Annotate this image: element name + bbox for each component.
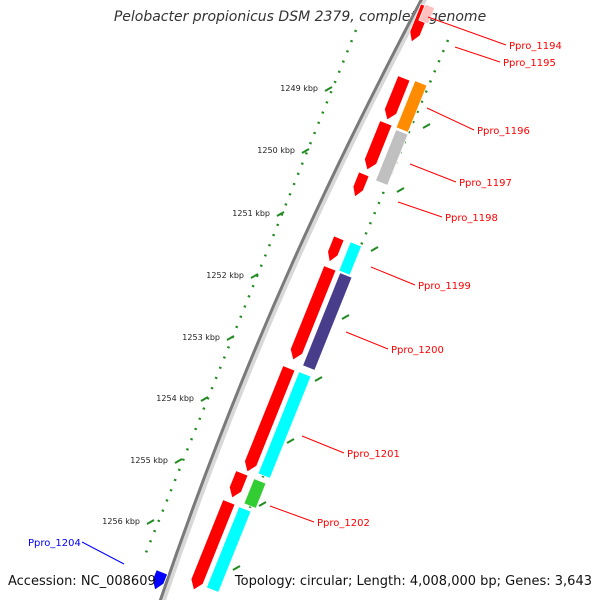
cog-ppro-1201[interactable] xyxy=(257,371,312,479)
gene-label-ppro-1198[interactable]: Ppro_1198 xyxy=(445,213,498,224)
gene-label-ppro-1200[interactable]: Ppro_1200 xyxy=(391,345,444,356)
cog-ppro-1197[interactable] xyxy=(374,129,409,186)
kbp-tick xyxy=(146,519,155,525)
gene-ppro-1204[interactable] xyxy=(152,569,169,591)
kbp-label: 1253 kbp xyxy=(182,333,220,342)
gene-label-leader xyxy=(301,435,345,454)
gene-label-leader xyxy=(426,107,475,131)
scale-tick xyxy=(314,376,323,382)
kbp-label: 1252 kbp xyxy=(206,271,244,280)
kbp-label: 1249 kbp xyxy=(280,84,318,93)
gene-label-ppro-1195[interactable]: Ppro_1195 xyxy=(503,58,556,69)
genome-backbone xyxy=(160,0,427,600)
kbp-tick xyxy=(174,458,183,464)
gene-ppro-1203[interactable] xyxy=(190,499,236,591)
gene-label-leader xyxy=(409,163,457,183)
scale-tick xyxy=(370,246,379,252)
genome-backbone-line xyxy=(158,0,423,600)
kbp-label: 1256 kbp xyxy=(102,517,140,526)
gene-label-leader xyxy=(269,505,315,523)
gene-ppro-1198[interactable] xyxy=(352,171,370,198)
gene-ppro-1201[interactable] xyxy=(244,365,296,473)
gene-ppro-1194-cog[interactable] xyxy=(418,3,436,25)
cog-ppro-1199[interactable] xyxy=(338,241,363,276)
gene-label-ppro-1202[interactable]: Ppro_1202 xyxy=(317,518,370,529)
kbp-tick xyxy=(200,396,209,402)
kbp-label: 1250 kbp xyxy=(257,146,295,155)
gene-label-ppro-1199[interactable]: Ppro_1199 xyxy=(418,281,471,292)
scale-tick xyxy=(422,123,431,129)
kbp-tick xyxy=(301,148,310,154)
scale-tick xyxy=(396,187,405,193)
gene-ppro-1197[interactable] xyxy=(363,120,393,171)
kbp-tick xyxy=(276,211,285,217)
kbp-label: 1255 kbp xyxy=(130,456,168,465)
kbp-label: 1254 kbp xyxy=(156,394,194,403)
kbp-label: 1251 kbp xyxy=(232,209,270,218)
gene-ppro-1200[interactable] xyxy=(289,265,337,361)
scale-tick xyxy=(258,501,267,507)
scale-tick xyxy=(341,314,350,320)
gene-label-leader xyxy=(427,16,507,46)
cog-ppro-1200[interactable] xyxy=(302,272,353,371)
scale-tick xyxy=(286,438,295,444)
gene-ppro-1196[interactable] xyxy=(383,75,411,121)
cog-ppro-1202[interactable] xyxy=(243,478,267,509)
cog-ppro-1196[interactable] xyxy=(395,80,428,133)
topology-label: Topology: circular; Length: 4,008,000 bp… xyxy=(234,574,592,589)
gene-label-ppro-1204[interactable]: Ppro_1204 xyxy=(28,538,81,549)
gene-label-leader xyxy=(81,541,125,565)
gene-label-ppro-1196[interactable]: Ppro_1196 xyxy=(477,126,530,137)
kbp-tick xyxy=(324,86,333,92)
gene-label-ppro-1197[interactable]: Ppro_1197 xyxy=(459,178,512,189)
accession-label: Accession: NC_008609 xyxy=(8,574,156,589)
kbp-tick xyxy=(250,273,259,279)
cog-ppro-1203[interactable] xyxy=(205,506,252,593)
gene-label-leader xyxy=(345,331,389,350)
gene-ppro-1199[interactable] xyxy=(327,235,345,263)
gene-label-ppro-1194[interactable]: Ppro_1194 xyxy=(509,41,562,52)
gene-label-leader xyxy=(454,46,501,63)
gene-ppro-1202[interactable] xyxy=(228,470,249,499)
map-title: Pelobacter propionicus DSM 2379, complet… xyxy=(113,9,487,25)
gene-label-leader xyxy=(370,266,416,286)
gene-label-ppro-1201[interactable]: Ppro_1201 xyxy=(347,449,400,460)
kbp-tick xyxy=(226,335,235,341)
scale-tick xyxy=(232,565,241,571)
gene-label-leader xyxy=(397,201,443,218)
